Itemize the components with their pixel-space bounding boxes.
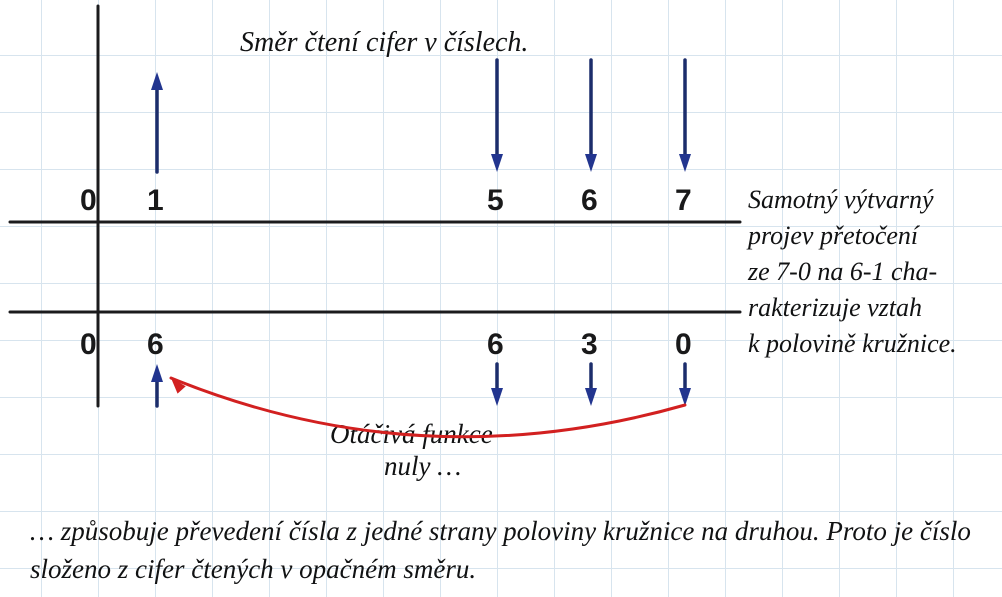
diagram-svg [0, 0, 1002, 597]
